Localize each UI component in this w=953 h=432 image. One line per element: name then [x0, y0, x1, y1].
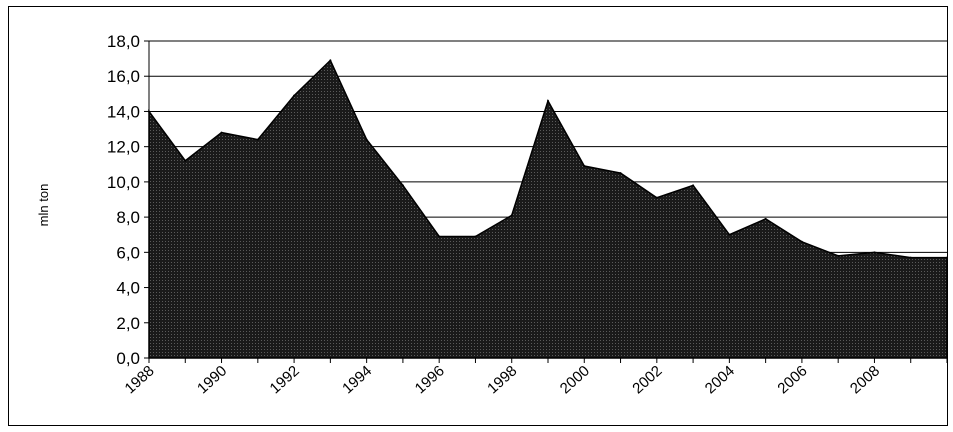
- x-tick-label: 1998: [484, 362, 520, 397]
- data-point: [655, 196, 658, 199]
- x-tick-label: 1990: [194, 362, 230, 397]
- data-point: [401, 184, 404, 187]
- data-point: [873, 251, 876, 254]
- data-point: [293, 94, 296, 97]
- data-point: [728, 233, 731, 236]
- data-point: [619, 172, 622, 175]
- y-tick-label: 12,0: [107, 138, 140, 157]
- y-tick-label: 2,0: [116, 314, 140, 333]
- data-point: [764, 217, 767, 220]
- y-tick-label: 6,0: [116, 243, 140, 262]
- x-tick-label: 1994: [339, 362, 375, 397]
- y-tick-label: 4,0: [116, 279, 140, 298]
- data-point: [184, 159, 187, 162]
- data-point: [220, 131, 223, 134]
- data-point: [438, 235, 441, 238]
- y-tick-label: 18,0: [107, 32, 140, 51]
- data-point: [583, 165, 586, 168]
- data-point: [474, 235, 477, 238]
- area-chart: 0,02,04,06,08,010,012,014,016,018,0 1988…: [36, 32, 948, 397]
- x-tick-label: 2002: [629, 362, 665, 397]
- x-tick-label: 2004: [702, 362, 738, 397]
- y-tick-label: 14,0: [107, 102, 140, 121]
- data-point: [329, 59, 332, 62]
- data-point: [365, 138, 368, 141]
- area-series: [148, 59, 948, 359]
- chart-frame: 0,0 2,0 4,0 6,0 8,0 10,0 12,0 14,0 16,0 18,0 1988…: [8, 6, 948, 426]
- x-tick-label: 2000: [557, 362, 593, 397]
- y-tick-label: 10,0: [107, 173, 140, 192]
- data-point: [837, 254, 840, 257]
- y-tick-label: 16,0: [107, 67, 140, 86]
- data-point: [510, 214, 513, 217]
- x-tick-label: 2008: [847, 362, 883, 397]
- x-tick-label: 1992: [267, 362, 303, 397]
- data-point: [909, 256, 912, 259]
- y-axis-ticks: 0,0 2,0 4,0 6,0 8,0 10,0 12,0 14,0 16,0 18,0: [107, 32, 149, 368]
- x-tick-label: 2006: [774, 362, 810, 397]
- x-axis-ticks: 1988 1990 1992 1994 1996 1998 2000 2002 2004 2006…: [121, 358, 948, 397]
- area-fill: [148, 59, 948, 359]
- y-axis-label: mln ton: [36, 184, 51, 227]
- x-tick-label: 1996: [412, 362, 448, 397]
- data-point: [692, 184, 695, 187]
- data-point: [256, 138, 259, 141]
- y-tick-label: 8,0: [116, 208, 140, 227]
- data-point: [800, 240, 803, 243]
- data-point: [547, 99, 549, 102]
- y-tick-label: 0,0: [116, 349, 140, 368]
